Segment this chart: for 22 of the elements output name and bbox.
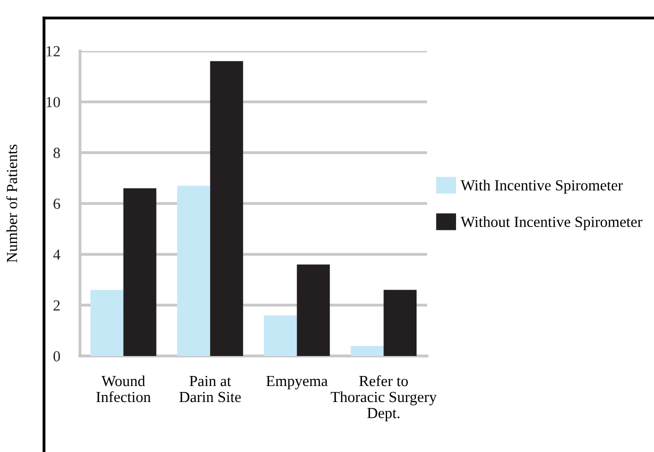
bar <box>210 61 244 356</box>
bar <box>296 264 330 356</box>
y-tick-label: 0 <box>54 351 60 362</box>
y-tick-label: 12 <box>46 46 60 56</box>
x-tick-label: Wound Infection <box>96 375 151 402</box>
bar <box>384 290 417 356</box>
y-tick-label: 4 <box>53 250 60 260</box>
y-tick-label: 10 <box>46 96 60 108</box>
bar <box>350 346 384 356</box>
y-tick-label: 6 <box>54 198 60 209</box>
x-tick-label: Pain at Darin Site <box>179 376 241 402</box>
legend-label: Without Incentive Spirometer <box>460 216 642 230</box>
y-tick-label: 8 <box>54 148 60 158</box>
bar <box>90 290 124 356</box>
bar <box>177 186 210 356</box>
y-axis-title: Number of Patients <box>6 144 18 262</box>
x-tick-label: Refer to Thoracic Surgery Dept. <box>330 375 437 422</box>
bar <box>123 188 156 356</box>
bar <box>264 315 297 356</box>
x-tick-label: Empyema <box>266 376 328 390</box>
y-tick-label: 2 <box>54 300 60 310</box>
legend-label: With Incentive Spirometer <box>460 180 623 194</box>
